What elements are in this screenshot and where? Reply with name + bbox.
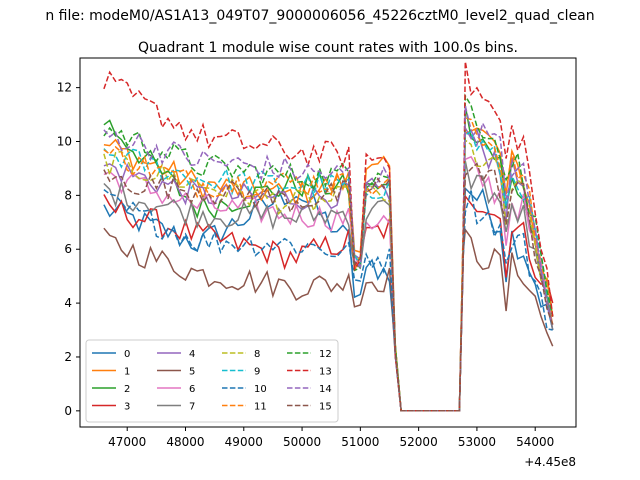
legend-label: 1 [124, 367, 130, 378]
series-line-6 [103, 155, 554, 412]
legend-label: 0 [124, 349, 130, 360]
legend-label: 10 [254, 384, 267, 395]
legend-label: 5 [189, 367, 195, 378]
x-axis: 47000 48000 49000 50000 51000 52000 53000 54000 [108, 427, 554, 449]
series-line-8 [103, 138, 554, 412]
series-line-3 [103, 194, 554, 412]
series-line-12 [103, 93, 554, 412]
x-tick-label: 51000 [341, 435, 379, 449]
series-line-13 [103, 61, 554, 412]
series-line-5 [103, 227, 554, 412]
legend-label: 12 [319, 349, 332, 360]
series-lines [103, 61, 554, 412]
y-tick-label: 2 [64, 350, 72, 364]
chart-title: Quadrant 1 module wise count rates with … [138, 40, 518, 56]
legend-label: 2 [124, 384, 130, 395]
y-tick-label: 8 [64, 188, 72, 202]
y-tick-label: 6 [64, 242, 72, 256]
legend-label: 11 [254, 402, 267, 413]
y-tick-label: 4 [64, 296, 72, 310]
y-tick-label: 0 [64, 404, 72, 418]
axes-frame [79, 57, 577, 428]
legend-label: 15 [319, 402, 332, 413]
legend-label: 3 [124, 402, 130, 413]
legend-label: 9 [254, 367, 260, 378]
y-tick-label: 12 [57, 81, 72, 95]
series-line-7 [103, 160, 554, 412]
legend-label: 13 [319, 367, 332, 378]
series-line-10 [103, 189, 553, 412]
series-line-1 [103, 127, 554, 412]
x-offset-label: +4.45e8 [524, 455, 576, 469]
x-tick-label: 52000 [400, 435, 438, 449]
x-tick-label: 50000 [283, 435, 321, 449]
series-line-4 [103, 125, 554, 412]
legend-label: 6 [189, 384, 195, 395]
x-tick-label: 53000 [458, 435, 496, 449]
legend-box [85, 339, 339, 423]
legend-label: 7 [189, 402, 195, 413]
x-tick-label: 49000 [225, 435, 263, 449]
x-tick-label: 54000 [516, 435, 554, 449]
legend-label: 8 [254, 349, 260, 360]
x-tick-label: 48000 [166, 435, 204, 449]
legend-label: 14 [319, 384, 332, 395]
series-line-11 [103, 116, 554, 412]
figure-suptitle: n file: modeM0/AS1A13_049T07_9000006056_… [45, 8, 594, 24]
x-tick-label: 47000 [108, 435, 146, 449]
y-tick-label: 10 [57, 134, 72, 148]
series-line-15 [103, 162, 554, 412]
legend-label: 4 [189, 349, 195, 360]
y-axis: 0 2 4 6 8 10 12 [57, 81, 80, 418]
series-line-14 [103, 105, 554, 412]
